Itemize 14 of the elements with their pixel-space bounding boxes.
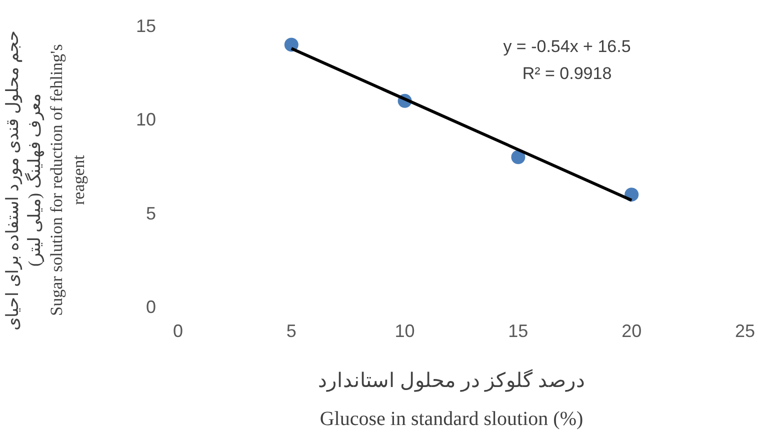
- x-tick-label: 0: [172, 321, 184, 341]
- annotation: R² = 0.9918: [522, 64, 612, 83]
- x-tick-label: 10: [394, 321, 415, 341]
- x-tick-label: 5: [286, 321, 296, 341]
- x-tick-label: 20: [622, 321, 642, 341]
- y-tick-label: 10: [136, 110, 156, 130]
- y-tick-label: 0: [146, 297, 156, 317]
- point: [511, 150, 526, 164]
- y-tick-label: 15: [136, 16, 156, 36]
- y-tick-label: 5: [146, 203, 156, 224]
- x-tick-label: 25: [734, 321, 756, 341]
- annotation: y = -0.54x + 16.5: [503, 37, 631, 56]
- point: [284, 38, 298, 52]
- x-tick-label: 15: [508, 321, 528, 341]
